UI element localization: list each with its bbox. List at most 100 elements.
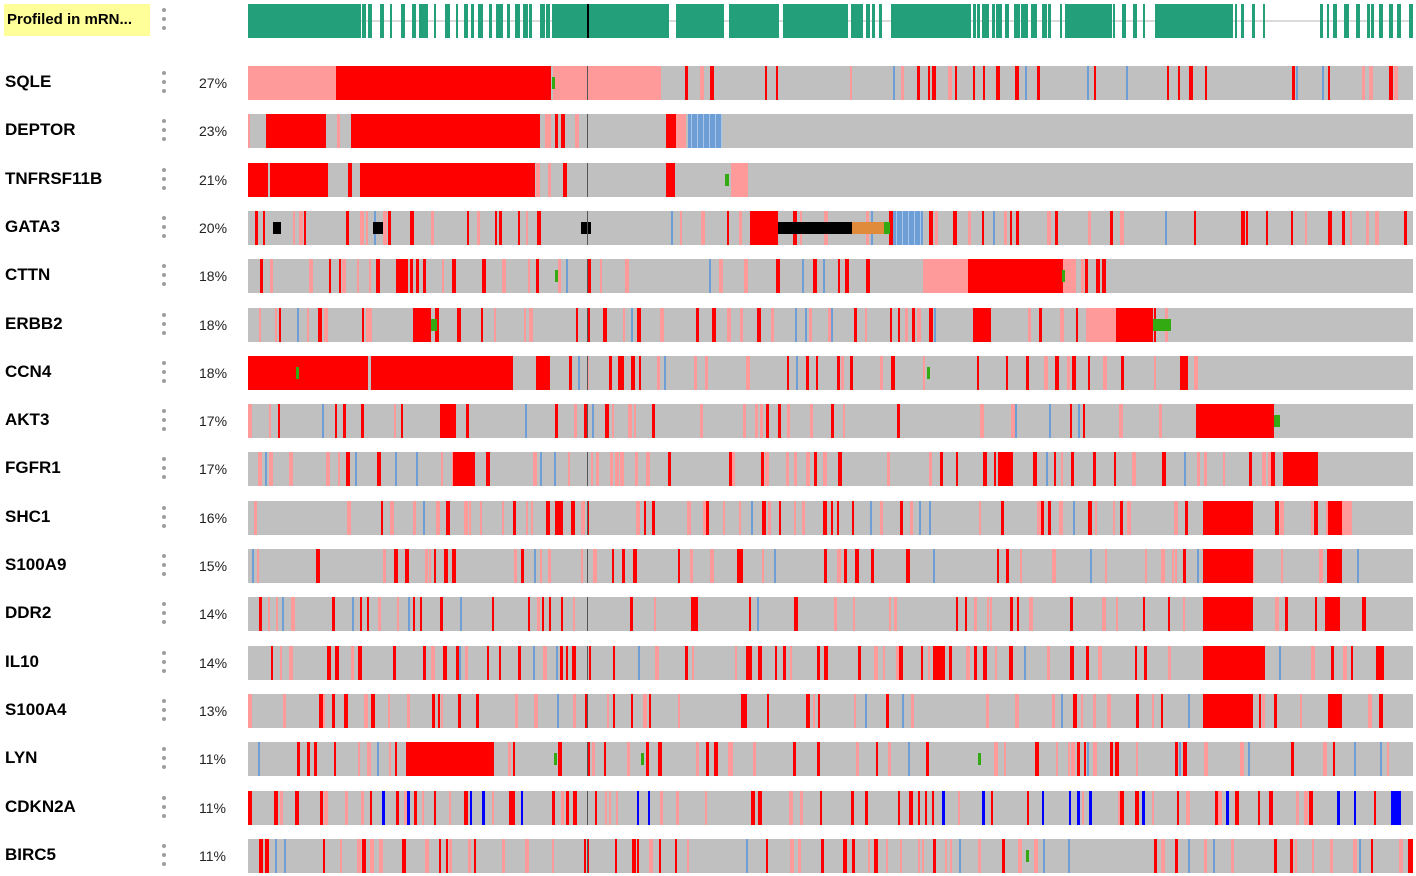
- gene-label[interactable]: AKT3: [5, 410, 50, 429]
- alteration-mark: [458, 694, 461, 728]
- alteration-mark: [995, 646, 997, 680]
- alteration-mark: [824, 646, 828, 680]
- gene-label[interactable]: CTTN: [5, 265, 51, 284]
- gene-label[interactable]: ERBB2: [5, 314, 63, 333]
- alteration-mark: [1067, 356, 1070, 390]
- alteration-mark: [344, 694, 348, 728]
- profile-stripe: [434, 4, 436, 38]
- alteration-mark: [1342, 211, 1345, 245]
- alteration-mark: [622, 549, 625, 583]
- alteration-mark: [592, 404, 594, 438]
- gene-label[interactable]: FGFR1: [5, 458, 61, 477]
- profile-stripe: [1241, 4, 1244, 38]
- alteration-mark: [635, 452, 638, 486]
- gene-menu-icon[interactable]: [160, 747, 168, 775]
- alteration-mark: [434, 549, 436, 583]
- alteration-mark: [706, 501, 709, 535]
- gene-menu-icon[interactable]: [160, 313, 168, 341]
- alteration-mark: [307, 742, 310, 776]
- profile-track-label[interactable]: Profiled in mRN...: [4, 4, 150, 36]
- gene-menu-icon[interactable]: [160, 168, 168, 196]
- alteration-mark: [1165, 211, 1167, 245]
- alteration-mark: [456, 646, 459, 680]
- alteration-mark: [558, 259, 561, 293]
- alteration-mark: [1120, 211, 1124, 245]
- alteration-mark: [592, 742, 595, 776]
- alteration-mark: [749, 646, 752, 680]
- profile-block: [552, 4, 669, 38]
- alteration-mark: [1333, 742, 1335, 776]
- gene-menu-icon[interactable]: [160, 457, 168, 485]
- alteration-mark: [481, 308, 483, 342]
- profile-stripe: [855, 4, 859, 38]
- alteration-mark: [278, 404, 280, 438]
- sample-divider: [587, 549, 588, 583]
- alteration-mark: [1093, 742, 1097, 776]
- profile-track-menu-icon[interactable]: [160, 8, 168, 36]
- gene-menu-icon[interactable]: [160, 361, 168, 389]
- gene-label[interactable]: DDR2: [5, 603, 52, 622]
- gene-menu-icon[interactable]: [160, 506, 168, 534]
- gene-label[interactable]: BIRC5: [5, 845, 57, 864]
- gene-menu-icon[interactable]: [160, 796, 168, 824]
- gene-menu-icon[interactable]: [160, 554, 168, 582]
- fusion-mark: [852, 222, 884, 234]
- alteration-mark: [1039, 308, 1042, 342]
- alteration-mark: [405, 549, 409, 583]
- gene-label[interactable]: CCN4: [5, 362, 52, 381]
- alteration-mark: [1073, 694, 1077, 728]
- gene-label[interactable]: DEPTOR: [5, 120, 76, 139]
- gene-menu-icon[interactable]: [160, 699, 168, 727]
- alteration-mark: [687, 839, 689, 873]
- gene-menu-icon[interactable]: [160, 216, 168, 244]
- alteration-mark: [260, 259, 263, 293]
- gene-label[interactable]: CDKN2A: [5, 797, 76, 816]
- gene-label[interactable]: TNFRSF11B: [5, 169, 103, 188]
- alteration-mark: [890, 308, 892, 342]
- sample-divider: [587, 501, 588, 535]
- alteration-mark: [657, 356, 660, 390]
- alteration-mark: [874, 646, 878, 680]
- alteration-mark: [259, 597, 262, 631]
- gene-track: [248, 356, 1413, 390]
- gene-menu-icon[interactable]: [160, 264, 168, 292]
- gene-label[interactable]: S100A4: [5, 700, 67, 719]
- profile-block: [1155, 4, 1233, 38]
- alteration-mark: [502, 259, 506, 293]
- alteration-mark: [1077, 791, 1080, 825]
- alteration-mark: [1159, 404, 1162, 438]
- alteration-mark: [357, 839, 361, 873]
- sample-divider: [587, 308, 588, 342]
- alteration-mark: [1337, 791, 1340, 825]
- gene-menu-icon[interactable]: [160, 844, 168, 872]
- gene-label[interactable]: GATA3: [5, 217, 61, 236]
- alteration-mark: [1389, 66, 1393, 100]
- alteration-mark: [893, 66, 895, 100]
- gene-menu-icon[interactable]: [160, 602, 168, 630]
- gene-label[interactable]: SQLE: [5, 72, 52, 91]
- alteration-mark: [526, 211, 528, 245]
- alteration-mark: [1088, 211, 1091, 245]
- gene-label[interactable]: S100A9: [5, 555, 67, 574]
- profile-row: Profiled in mRN...: [0, 0, 1416, 40]
- alteration-mark: [1188, 839, 1190, 873]
- gene-menu-icon[interactable]: [160, 119, 168, 147]
- gene-label[interactable]: LYN: [5, 748, 38, 767]
- alteration-mark: [351, 646, 354, 680]
- alteration-mark: [1047, 211, 1051, 245]
- alteration-mark: [548, 549, 551, 583]
- alteration-mark: [576, 308, 578, 342]
- alteration-mark: [1154, 356, 1156, 390]
- alteration-mark: [1205, 66, 1207, 100]
- gene-menu-icon[interactable]: [160, 71, 168, 99]
- alteration-mark: [495, 211, 497, 245]
- alteration-mark: [610, 452, 613, 486]
- gene-label[interactable]: IL10: [5, 652, 40, 671]
- gene-menu-icon[interactable]: [160, 651, 168, 679]
- alteration-mark: [802, 259, 804, 293]
- alteration-mark: [370, 791, 372, 825]
- gene-menu-icon[interactable]: [160, 409, 168, 437]
- gene-label[interactable]: SHC1: [5, 507, 51, 526]
- sample-divider: [587, 66, 588, 100]
- alteration-mark: [546, 501, 550, 535]
